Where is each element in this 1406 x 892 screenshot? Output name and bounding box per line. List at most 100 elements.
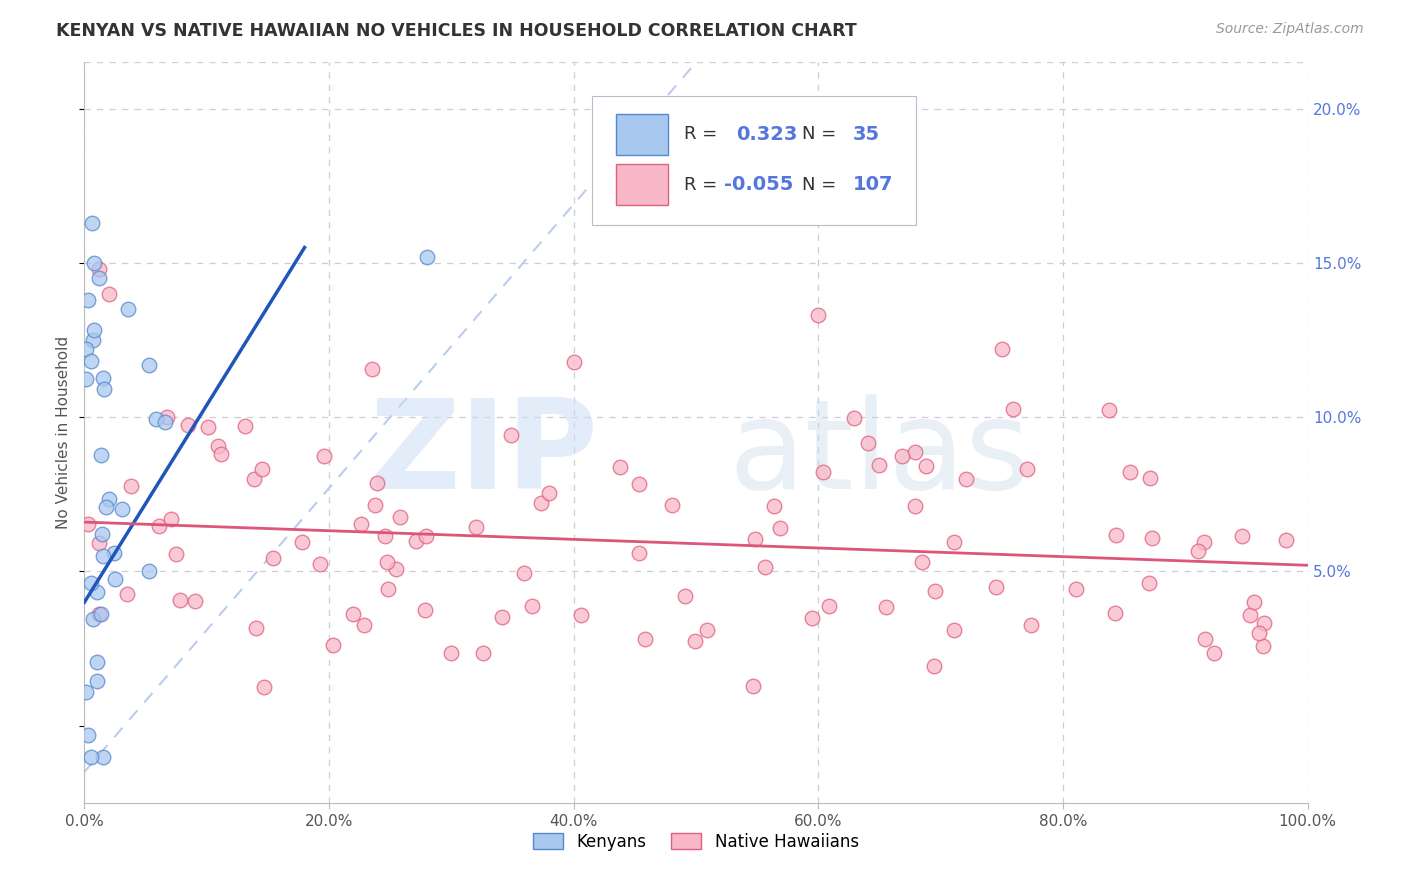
Point xyxy=(342,607,364,622)
Point xyxy=(89,607,111,622)
Text: N =: N = xyxy=(803,176,837,194)
Point xyxy=(309,558,332,572)
Point xyxy=(1202,647,1225,661)
Point xyxy=(253,680,276,694)
Point xyxy=(911,555,934,569)
Point xyxy=(696,623,718,637)
Point xyxy=(1104,606,1126,620)
Point xyxy=(1137,576,1160,591)
Point xyxy=(98,491,121,506)
Point xyxy=(80,749,103,764)
Point xyxy=(609,459,631,474)
Point xyxy=(87,535,110,549)
Point xyxy=(90,607,112,622)
Point xyxy=(817,599,839,614)
Point xyxy=(530,496,553,510)
Point xyxy=(75,372,97,386)
Point xyxy=(628,546,651,560)
Point xyxy=(914,459,936,474)
Point xyxy=(156,409,179,424)
Point xyxy=(75,343,97,357)
Point xyxy=(90,448,112,462)
Point xyxy=(634,632,657,646)
Point xyxy=(1253,615,1275,630)
Point xyxy=(762,499,785,513)
Point xyxy=(361,362,384,376)
Point xyxy=(86,673,108,688)
Point xyxy=(262,551,284,566)
Point xyxy=(1243,595,1265,609)
Point xyxy=(90,526,112,541)
Point xyxy=(384,562,406,576)
Point xyxy=(243,472,266,486)
Point xyxy=(1274,533,1296,548)
Point xyxy=(353,618,375,632)
Point xyxy=(153,415,176,429)
Point xyxy=(93,382,115,396)
Point xyxy=(512,566,534,580)
Point xyxy=(159,512,181,526)
Point xyxy=(904,445,927,459)
Point xyxy=(471,646,494,660)
Point xyxy=(769,521,792,535)
Point xyxy=(374,529,396,543)
Point xyxy=(520,599,543,613)
Text: 35: 35 xyxy=(852,125,880,144)
Point xyxy=(842,411,865,425)
Point xyxy=(250,461,273,475)
Point xyxy=(904,500,927,514)
Point xyxy=(868,458,890,472)
FancyBboxPatch shape xyxy=(616,113,668,155)
Point xyxy=(86,655,108,669)
Point xyxy=(80,216,103,230)
Point xyxy=(1017,461,1039,475)
Point xyxy=(86,585,108,599)
Point xyxy=(562,354,585,368)
Point xyxy=(1247,625,1270,640)
Text: N =: N = xyxy=(803,125,837,144)
Point xyxy=(754,560,776,574)
Y-axis label: No Vehicles in Household: No Vehicles in Household xyxy=(56,336,72,529)
Point xyxy=(991,343,1014,357)
Point xyxy=(1105,528,1128,542)
Point xyxy=(1192,535,1215,549)
Point xyxy=(405,533,427,548)
Point xyxy=(103,546,125,560)
FancyBboxPatch shape xyxy=(592,95,917,226)
Text: R =: R = xyxy=(683,125,717,144)
Point xyxy=(166,547,188,561)
Text: R =: R = xyxy=(683,176,717,194)
Point xyxy=(291,535,314,549)
Point xyxy=(169,593,191,607)
Point xyxy=(82,612,104,626)
Point xyxy=(1194,632,1216,646)
Point xyxy=(83,323,105,337)
Point xyxy=(120,479,142,493)
Point xyxy=(1239,607,1261,622)
Text: ZIP: ZIP xyxy=(370,394,598,516)
Point xyxy=(117,301,139,316)
Point xyxy=(314,450,336,464)
Point xyxy=(138,564,160,578)
Point xyxy=(75,685,97,699)
Point xyxy=(807,309,830,323)
Point xyxy=(440,646,463,660)
Point xyxy=(683,634,706,648)
Point xyxy=(1139,471,1161,485)
Point xyxy=(77,728,100,742)
Text: -0.055: -0.055 xyxy=(724,175,793,194)
Point xyxy=(943,534,966,549)
Point xyxy=(875,599,897,614)
Point xyxy=(416,250,439,264)
Point xyxy=(145,412,167,426)
Point xyxy=(176,417,198,432)
Point xyxy=(91,749,114,764)
Point xyxy=(569,607,592,622)
Point xyxy=(350,516,373,531)
Point xyxy=(955,472,977,486)
Point xyxy=(744,533,766,547)
Text: atlas: atlas xyxy=(728,394,1031,516)
Point xyxy=(499,428,522,442)
Point xyxy=(184,594,207,608)
Point xyxy=(375,555,398,569)
